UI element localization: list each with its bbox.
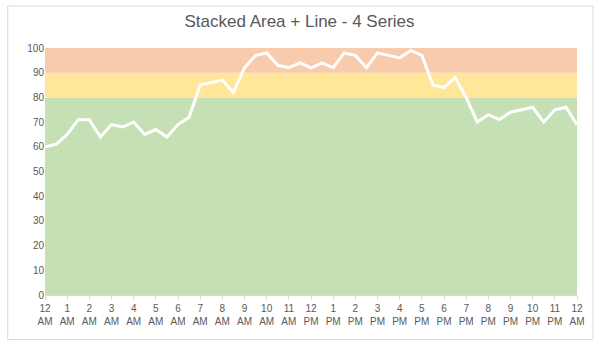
svg-text:11PM: 11PM [547,303,562,327]
svg-text:1AM: 1AM [60,303,75,327]
svg-text:2AM: 2AM [82,303,97,327]
svg-text:10AM: 10AM [259,303,274,327]
svg-text:10PM: 10PM [525,303,540,327]
svg-text:11AM: 11AM [281,303,296,327]
svg-text:0: 0 [38,290,44,301]
svg-text:20: 20 [33,240,45,251]
svg-text:60: 60 [33,141,45,152]
svg-text:12AM: 12AM [38,303,53,327]
svg-text:9PM: 9PM [503,303,518,327]
svg-text:4PM: 4PM [392,303,407,327]
svg-text:9AM: 9AM [237,303,252,327]
svg-text:100: 100 [27,43,44,54]
svg-text:8PM: 8PM [481,303,496,327]
svg-text:1PM: 1PM [326,303,341,327]
svg-text:12PM: 12PM [304,303,319,327]
svg-text:40: 40 [33,191,45,202]
svg-text:2PM: 2PM [348,303,363,327]
svg-text:5AM: 5AM [148,303,163,327]
svg-text:50: 50 [33,166,45,177]
svg-text:12AM: 12AM [570,303,585,327]
svg-text:3AM: 3AM [104,303,119,327]
svg-text:10: 10 [33,265,45,276]
svg-text:90: 90 [33,67,45,78]
svg-text:7AM: 7AM [193,303,208,327]
svg-text:6AM: 6AM [171,303,186,327]
svg-text:5PM: 5PM [414,303,429,327]
svg-text:70: 70 [33,117,45,128]
svg-text:80: 80 [33,92,45,103]
svg-text:7PM: 7PM [459,303,474,327]
svg-text:Stacked Area + Line - 4 Series: Stacked Area + Line - 4 Series [184,12,414,31]
svg-text:8AM: 8AM [215,303,230,327]
svg-text:30: 30 [33,215,45,226]
svg-text:4AM: 4AM [126,303,141,327]
svg-text:3PM: 3PM [370,303,385,327]
svg-text:6PM: 6PM [437,303,452,327]
